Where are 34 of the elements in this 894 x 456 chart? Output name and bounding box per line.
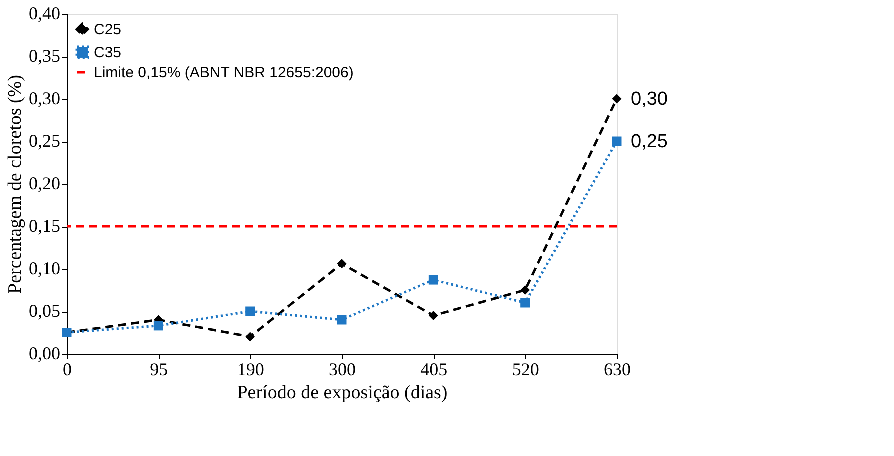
point <box>428 275 438 285</box>
y-tick-label: 0,40 <box>29 4 60 24</box>
y-tick-label: 0,35 <box>29 46 60 66</box>
point <box>612 94 622 104</box>
point <box>520 286 530 295</box>
x-tick-label: 405 <box>420 360 448 380</box>
x-tick-label: 190 <box>237 360 264 380</box>
y-tick-label: 0,25 <box>29 131 60 151</box>
y-tick-label: 0,10 <box>29 258 60 278</box>
y-tick-label: 0,05 <box>29 301 60 321</box>
x-tick-label: 630 <box>604 360 631 380</box>
point <box>428 311 438 320</box>
y-tick-label: 0,00 <box>29 344 60 364</box>
y-tick-label: 0,20 <box>29 174 60 194</box>
x-tick-label: 0 <box>63 360 72 380</box>
x-tick-label: 300 <box>329 360 356 380</box>
data-label: 0,25 <box>631 132 668 152</box>
y-tick-label: 0,30 <box>29 88 60 108</box>
point <box>520 298 530 308</box>
x-axis-title: Período de exposição (dias) <box>237 382 448 404</box>
legend-label: C35 <box>94 44 122 62</box>
point <box>246 332 256 342</box>
point <box>337 259 347 269</box>
x-tick-label: 520 <box>512 360 540 380</box>
data-label: 0,30 <box>631 89 668 110</box>
legend-label: Limite 0,15% (ABNT NBR 12655:2006) <box>94 64 354 82</box>
point <box>246 306 256 316</box>
x-tick-label: 95 <box>150 360 168 380</box>
legend-label: C25 <box>94 22 122 38</box>
point <box>612 136 622 146</box>
point <box>154 321 164 331</box>
point <box>337 315 347 325</box>
y-axis-title: Percentagem de cloretos (%) <box>5 75 26 294</box>
y-tick-label: 0,15 <box>29 216 60 236</box>
